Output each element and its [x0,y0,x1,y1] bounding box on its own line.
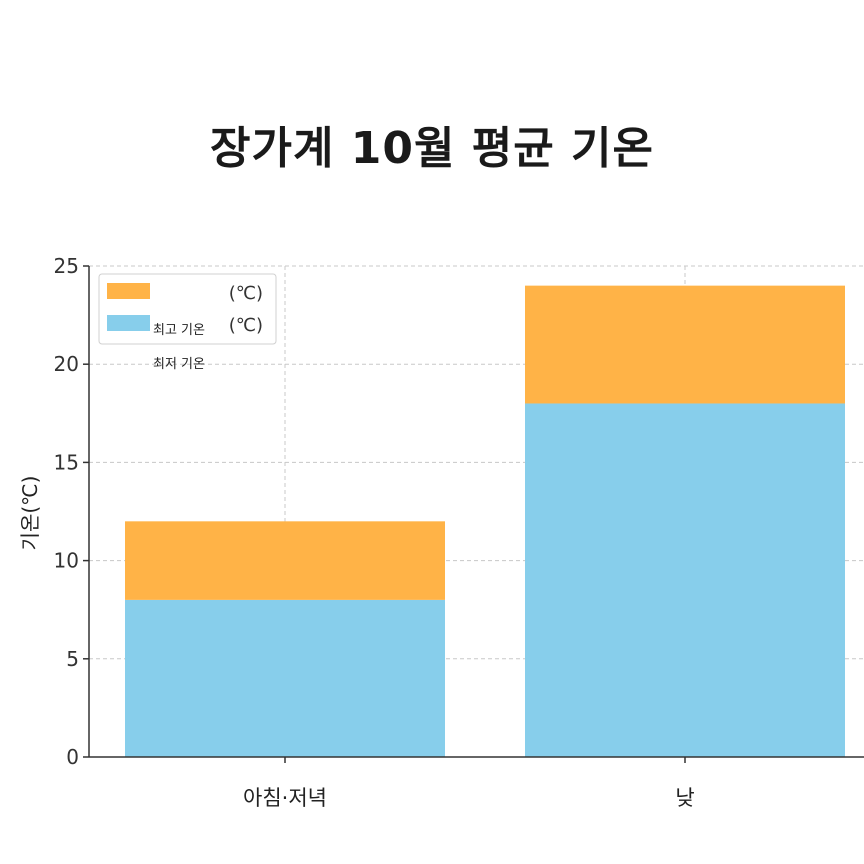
legend-swatch [107,315,150,331]
y-tick-label: 10 [54,549,79,573]
bars [125,285,845,757]
bar-low-2 [525,403,845,757]
y-axis-label: 기온(℃) [18,476,42,551]
y-tick-label: 25 [54,254,79,278]
bar-high-1 [125,521,445,600]
x-tick-label: 아침·저녁 [243,786,327,810]
y-tick-label: 0 [66,745,79,769]
chart-title: 장가계 10월 평균 기온 [209,123,655,174]
axes [83,265,864,763]
x-tick-label: 낮 [675,786,694,810]
bar-high-2 [525,285,845,404]
bar-low-1 [125,599,445,757]
legend-swatch [107,283,150,299]
y-tick-labels: 0 5 10 15 20 25 [54,254,79,769]
legend-entry-label: (℃) [229,315,263,336]
y-tick-label: 5 [66,647,79,671]
x-tick-labels: 아침·저녁 낮 [243,786,695,810]
legend-entry-label: (℃) [229,283,263,304]
legend-note: 최고 기온 [153,323,205,338]
y-tick-label: 15 [54,450,79,474]
legend-note: 최저 기온 [153,357,205,372]
y-tick-label: 20 [54,352,79,376]
